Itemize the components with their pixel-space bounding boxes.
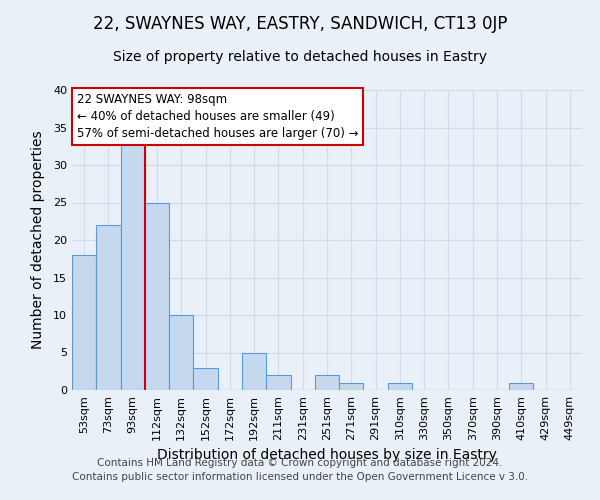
Bar	[315, 375, 339, 390]
X-axis label: Distribution of detached houses by size in Eastry: Distribution of detached houses by size …	[157, 448, 497, 462]
Bar	[121, 142, 145, 390]
Text: 22, SWAYNES WAY, EASTRY, SANDWICH, CT13 0JP: 22, SWAYNES WAY, EASTRY, SANDWICH, CT13 …	[93, 15, 507, 33]
Bar	[266, 375, 290, 390]
Y-axis label: Number of detached properties: Number of detached properties	[31, 130, 44, 350]
Bar	[193, 368, 218, 390]
Bar	[242, 352, 266, 390]
Text: Contains HM Land Registry data © Crown copyright and database right 2024.
Contai: Contains HM Land Registry data © Crown c…	[72, 458, 528, 482]
Text: 22 SWAYNES WAY: 98sqm
← 40% of detached houses are smaller (49)
57% of semi-deta: 22 SWAYNES WAY: 98sqm ← 40% of detached …	[77, 93, 359, 140]
Bar	[72, 255, 96, 390]
Bar	[96, 225, 121, 390]
Bar	[509, 382, 533, 390]
Bar	[169, 315, 193, 390]
Bar	[145, 202, 169, 390]
Bar	[339, 382, 364, 390]
Text: Size of property relative to detached houses in Eastry: Size of property relative to detached ho…	[113, 50, 487, 64]
Bar	[388, 382, 412, 390]
